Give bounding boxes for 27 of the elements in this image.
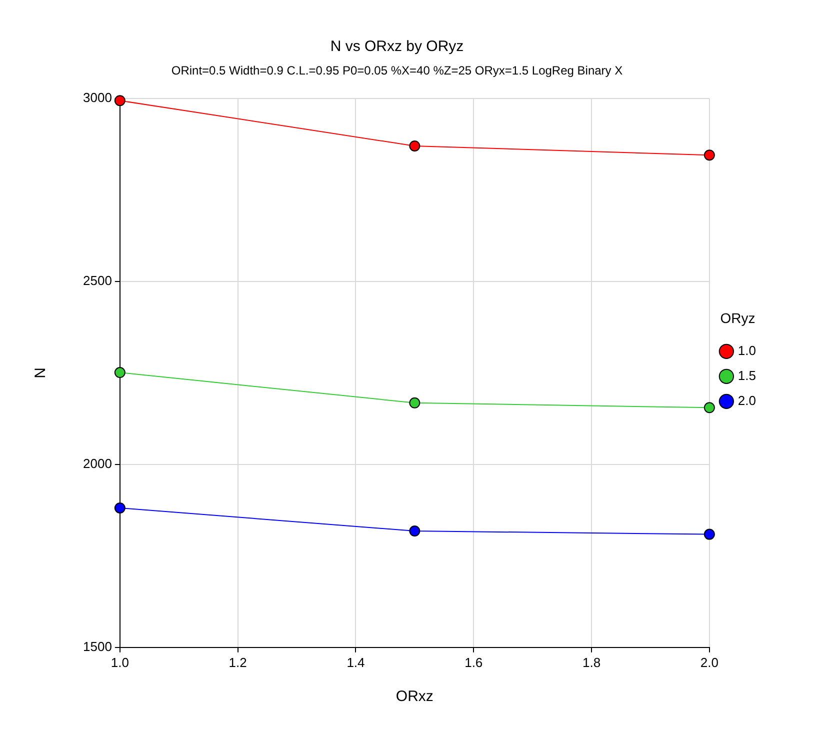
legend-label: 1.5 [738,368,756,383]
x-tick-label: 1.2 [228,654,247,670]
y-tick-label: 3000 [83,90,112,105]
point [704,402,715,414]
point [704,528,715,540]
point [409,397,420,408]
point [409,140,420,152]
x-tick-label: 1.8 [582,654,601,670]
chart-subtitle: ORint=0.5 Width=0.9 C.L.=0.95 P0=0.05 %X=40 %Z=25 ORyx=1.5 LogReg Binary X [171,64,623,78]
y-tick-label: 1500 [83,638,112,654]
point [704,150,715,161]
point [114,502,126,514]
x-tick-label: 1.6 [464,654,483,670]
legend-label: 2.0 [738,392,756,408]
legend-title: ORyz [720,310,756,326]
point [409,526,420,537]
y-axis-title: N [32,367,50,378]
point [114,95,126,106]
x-tick-label: 2.0 [700,654,718,670]
y-tick-label: 2500 [83,272,112,288]
point [114,367,126,378]
y-tick-label: 2000 [83,456,112,471]
x-tick-label: 1.4 [346,654,365,670]
legend-label: 1.0 [738,342,756,358]
x-tick-label: 1.0 [110,654,129,670]
x-axis-title: ORxz [396,688,434,706]
chart-title: N vs ORxz by ORyz [330,38,464,56]
